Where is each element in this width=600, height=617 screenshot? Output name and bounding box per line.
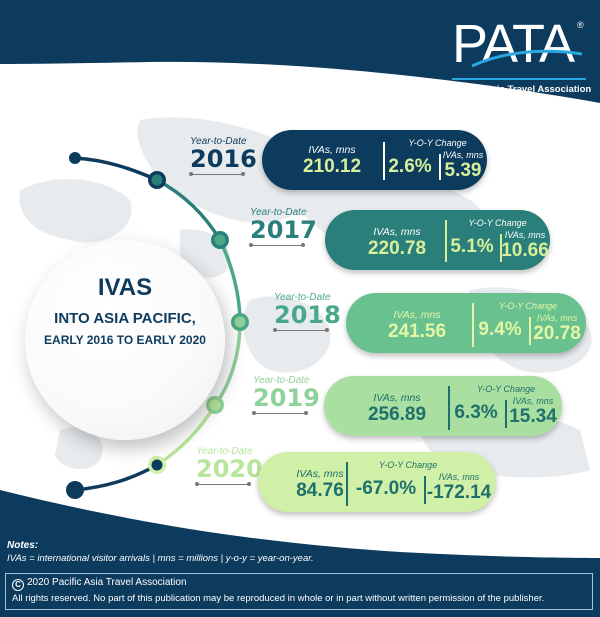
stat-pill-2020: IVAs, mns 84.76 Y-O-Y Change -67.0% IVAs… [258, 452, 496, 512]
logo-wordmark: PATA [452, 14, 575, 74]
copyright-line2: All rights reserved. No part of this pub… [12, 593, 545, 604]
logo-swoosh-icon [472, 49, 582, 68]
ytd-label: Year-to-Date [190, 136, 247, 147]
divider [445, 220, 447, 262]
ytd-year: 2019 [253, 384, 320, 412]
ytd-year: 2017 [250, 216, 317, 244]
pata-logo: PATA ® Pacific Asia Travel Association [452, 14, 592, 95]
ytd-label: Year-to-Date [250, 207, 307, 218]
footer-band [0, 490, 600, 617]
ivas-value: 84.76 [296, 480, 344, 501]
ytd-rule [195, 482, 251, 486]
timeline-end-dot [66, 481, 84, 499]
stat-pill-2018: IVAs, mns 241.56 Y-O-Y Change 9.4% IVAs,… [346, 293, 586, 353]
divider [505, 400, 507, 428]
yoy-ivas-value: -172.14 [426, 482, 492, 503]
title-ivas: IVAS [97, 274, 153, 301]
divider [448, 386, 450, 430]
ytd-rule [273, 328, 329, 332]
yoy-ivas-label: IVAs, mns [536, 313, 578, 323]
header-band [0, 0, 600, 103]
notes-text: IVAs = international visitor arrivals | … [7, 553, 314, 564]
divider [472, 303, 474, 347]
ytd-year: 2020 [196, 455, 263, 483]
ytd-label: Year-to-Date [196, 446, 253, 457]
yoy-label: Y-O-Y Change [476, 384, 536, 394]
ytd-year: 2016 [190, 145, 257, 173]
copyright-line1: 2020 Pacific Asia Travel Association [27, 577, 187, 588]
title-line2: INTO ASIA PACIFIC, [54, 310, 196, 327]
title-line3: EARLY 2016 TO EARLY 2020 [44, 333, 206, 347]
stat-pill-2019: IVAs, mns 256.89 Y-O-Y Change 6.3% IVAs,… [324, 376, 562, 436]
ivas-label: IVAs, mns [373, 226, 421, 238]
stat-pill-2016: IVAs, mns 210.12 Y-O-Y Change 2.6% IVAs,… [262, 130, 487, 190]
stat-pill-2017: IVAs, mns 220.78 Y-O-Y Change 5.1% IVAs,… [325, 210, 550, 270]
yoy-ivas-value: 20.78 [533, 323, 581, 344]
ytd-2018: Year-to-Date 2018 [273, 292, 341, 332]
ytd-year: 2018 [274, 301, 341, 329]
title-circle: IVAS INTO ASIA PACIFIC, EARLY 2016 TO EA… [25, 240, 225, 440]
yoy-label: Y-O-Y Change [498, 301, 558, 311]
ytd-2020: Year-to-Date 2020 [195, 446, 263, 486]
logo-subtitle: Pacific Asia Travel Association [452, 84, 592, 95]
yoy-pct: 2.6% [388, 156, 432, 177]
yoy-ivas-label: IVAs, mns [442, 150, 484, 160]
yoy-pct: -67.0% [355, 478, 417, 499]
ytd-rule [189, 172, 245, 176]
ytd-2016: Year-to-Date 2016 [189, 136, 257, 176]
divider [346, 462, 348, 506]
ytd-2017: Year-to-Date 2017 [249, 207, 317, 247]
yoy-ivas-label: IVAs, mns [504, 230, 546, 240]
ivas-label: IVAs, mns [308, 144, 356, 156]
ytd-rule [249, 243, 305, 247]
notes-section: Notes: IVAs = international visitor arri… [7, 540, 314, 564]
divider [439, 154, 441, 180]
ivas-label: IVAs, mns [296, 468, 344, 480]
timeline-start-dot [69, 152, 81, 164]
ytd-2019: Year-to-Date 2019 [252, 375, 320, 415]
ytd-label: Year-to-Date [274, 292, 331, 303]
ivas-value: 256.89 [367, 404, 427, 425]
ivas-label: IVAs, mns [373, 392, 421, 404]
copyright-icon: C [12, 579, 24, 591]
ivas-value: 220.78 [367, 238, 427, 259]
yoy-label: Y-O-Y Change [468, 218, 527, 228]
ivas-value: 210.12 [302, 156, 362, 177]
divider [383, 142, 385, 180]
ivas-label: IVAs, mns [393, 309, 441, 321]
yoy-ivas-value: 5.39 [444, 160, 482, 181]
yoy-ivas-value: 10.66 [501, 240, 549, 261]
ytd-rule [252, 411, 308, 415]
logo-underline [452, 78, 586, 80]
registered-mark: ® [577, 20, 584, 30]
yoy-ivas-value: 15.34 [509, 406, 557, 427]
yoy-pct: 5.1% [450, 236, 494, 257]
yoy-ivas-label: IVAs, mns [512, 396, 554, 406]
yoy-ivas-label: IVAs, mns [438, 472, 480, 482]
copyright-box: C 2020 Pacific Asia Travel Association Al… [5, 573, 593, 610]
divider [500, 234, 502, 262]
yoy-label: Y-O-Y Change [408, 138, 467, 148]
yoy-pct: 6.3% [454, 402, 498, 423]
ivas-value: 241.56 [387, 321, 447, 342]
ytd-label: Year-to-Date [253, 375, 310, 386]
divider [424, 476, 426, 504]
divider [529, 317, 531, 345]
yoy-pct: 9.4% [478, 319, 522, 340]
yoy-label: Y-O-Y Change [378, 460, 438, 470]
notes-title: Notes: [7, 540, 39, 551]
